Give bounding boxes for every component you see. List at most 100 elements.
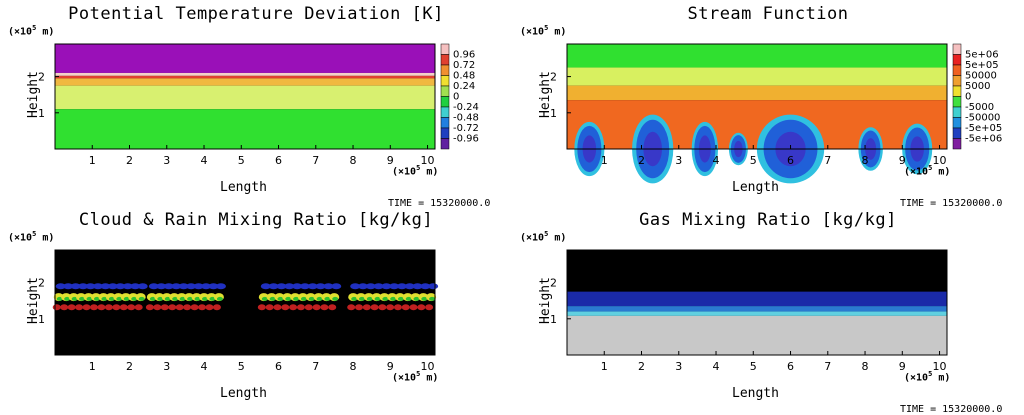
cloud-top [156,283,167,290]
cloud-top [331,283,342,290]
x-tick-label: 7 [312,154,319,167]
rain-band [97,304,106,311]
rain-band [257,304,266,311]
colorbar-label: -0.96 [453,134,479,145]
panel-cloud-rain: Cloud & Rain Mixing Ratio [kg/kg] (×105 … [0,206,512,412]
rain-band [304,304,313,311]
rain-band [378,304,387,311]
rain-band [75,304,84,311]
rain-band [183,304,192,311]
rain-band [175,304,184,311]
colorbar-swatch [440,43,450,55]
colorbar-label: -0.48 [453,113,479,124]
cloud-top [260,283,271,290]
rain-band [160,304,169,311]
rain-band [134,304,143,311]
cloud-top [389,283,400,290]
colorbar-swatch [952,75,962,87]
heatmap-plot: 1 2 3 4 5 6 7 8 9 10 1 2 0.960.720.480.240-0.24-0.48… [38,43,479,167]
colorbar-label: 0.48 [453,71,475,82]
cloud-top [412,283,423,290]
cloud-top [115,283,126,290]
rain-band [362,304,371,311]
rain-band [417,304,426,311]
y-tick-label: 1 [38,313,45,326]
rain-band [89,304,98,311]
plot-frame [566,249,948,356]
x-tick-label: 9 [387,360,394,373]
x-tick-label: 2 [126,154,133,167]
x-unit-label: (×105 m) [904,370,951,384]
cloud-core [277,296,284,301]
cloud-core [216,296,223,301]
colorbar-swatch [440,117,450,129]
rain-band [273,304,282,311]
cloud-top [85,283,96,290]
colorbar-swatch [440,54,450,66]
colorbar-swatch [440,96,450,108]
cloud-core [157,296,164,301]
cloud-top [276,283,287,290]
cloud-core [108,296,115,301]
cloud-core [179,296,186,301]
cloud-core [358,296,365,301]
x-tick-label: 1 [601,360,608,373]
x-unit-label: (×105 m) [904,164,951,178]
rain-band [153,304,162,311]
field-layer [55,109,435,149]
cloud-top [63,283,74,290]
x-tick-label: 6 [275,154,282,167]
x-tick-label: 10 [933,154,947,167]
cloud-core [209,296,216,301]
cloud-top [215,283,226,290]
cloud-core [351,296,358,301]
cloud-core [413,296,420,301]
colorbar-swatch [952,138,962,150]
cloud-top [186,283,197,290]
cloud-top [365,283,376,290]
rain-band [393,304,402,311]
x-axis-label: Length [732,180,779,195]
cloud-core [397,296,404,301]
cloud-top [373,283,384,290]
cloud-core [324,296,331,301]
x-tick-label: 7 [824,154,831,167]
cloud-core [366,296,373,301]
cloud-core [116,296,123,301]
cloud-top [284,283,295,290]
rain-band [168,304,177,311]
colorbar-swatch [440,75,450,87]
cloud-core [172,296,179,301]
field-layer [55,72,435,76]
x-tick-label: 9 [899,360,906,373]
cloud-top [100,283,111,290]
cloud-top [193,283,204,290]
cloud-top [268,283,279,290]
cloud-core [93,296,100,301]
y-tick-label: 1 [550,313,557,326]
rain-band [312,304,321,311]
rain-band [370,304,379,311]
y-tick-label: 2 [38,277,45,290]
cloud-top [55,283,66,290]
x-tick-label: 10 [421,154,435,167]
x-tick-label: 10 [421,360,435,373]
rain-band [328,304,337,311]
x-tick-label: 4 [201,154,208,167]
rain-band [190,304,199,311]
field-layer [55,75,435,79]
x-tick-label: 5 [750,154,757,167]
rain-band [198,304,207,311]
rain-band [104,304,113,311]
rain-band [347,304,356,311]
colorbar-label: -0.72 [453,123,479,134]
x-tick-label: 2 [638,360,645,373]
cloud-top [107,283,118,290]
field-layer [567,250,947,292]
x-tick-label: 2 [638,154,645,167]
cloud-top [315,283,326,290]
y-tick-label: 2 [550,71,557,84]
cloud-core [79,296,86,301]
cloud-top [299,283,310,290]
cloud-core [269,296,276,301]
